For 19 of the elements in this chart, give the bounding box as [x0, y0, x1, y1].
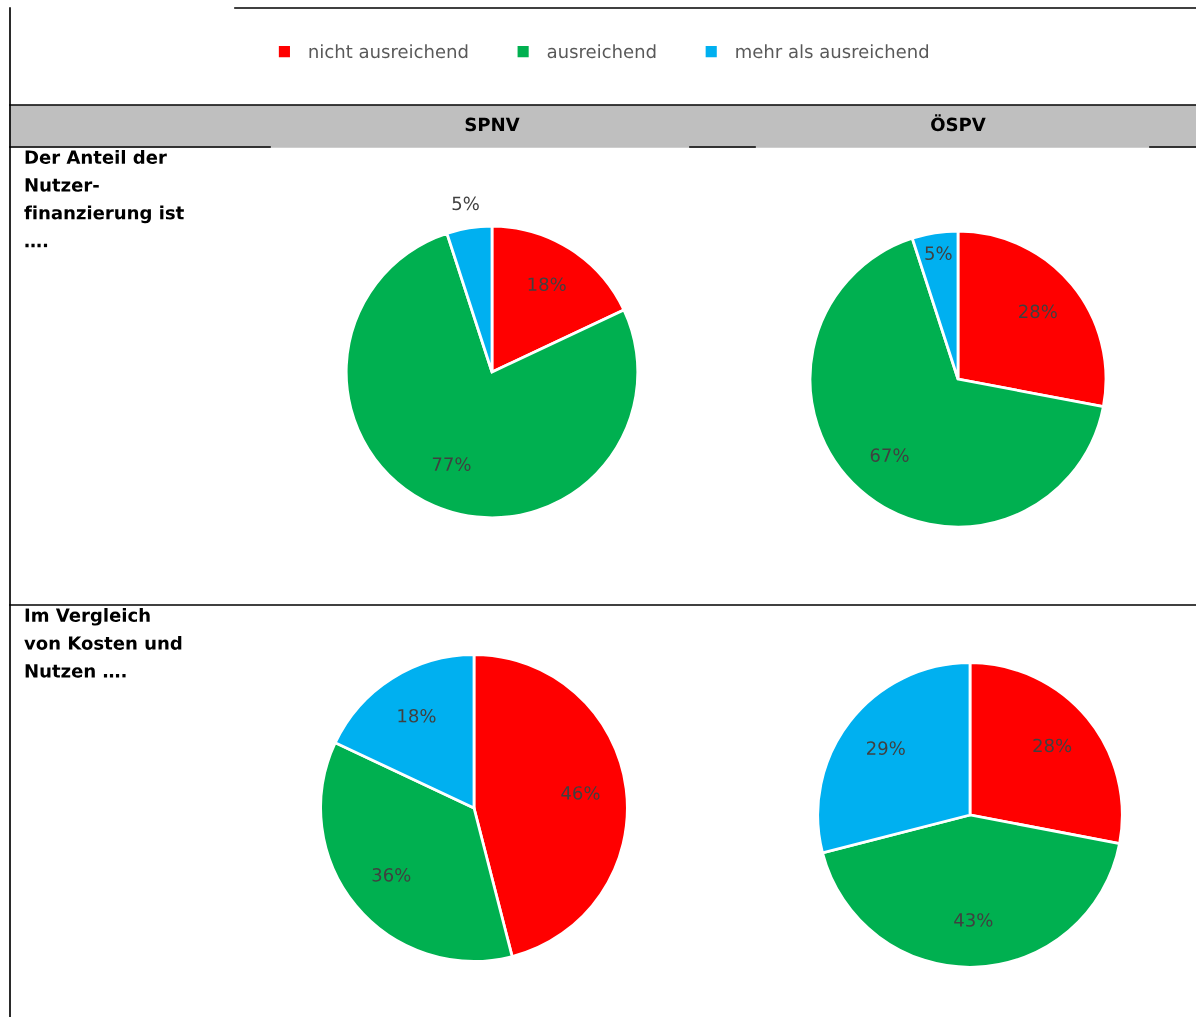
data-label: 28%	[1033, 738, 1072, 753]
data-label: 46%	[561, 786, 600, 800]
data-label: 67%	[870, 448, 909, 462]
data-label: 29%	[867, 741, 905, 755]
chart-title: ÖSPV	[931, 114, 986, 132]
legend-label: mehr als ausreichend	[736, 44, 929, 59]
text: SPNV	[465, 117, 520, 132]
data-label: 36%	[372, 868, 411, 882]
data-label: 28%	[1019, 304, 1057, 319]
legend-label: nicht ausreichend	[309, 44, 468, 59]
data-label: 5%	[452, 196, 479, 211]
text: Der Anteil der Nutzer- finanzierung ist ….	[24, 150, 184, 248]
legend-label: ausreichend	[547, 44, 656, 59]
data-label: 5%	[925, 246, 952, 261]
text: Im Vergleich von Kosten und Nutzen ….	[24, 608, 182, 678]
data-label: 18%	[398, 708, 436, 723]
data-label: 18%	[528, 277, 566, 292]
data-label: 43%	[954, 913, 993, 927]
data-label: 77%	[432, 457, 471, 471]
